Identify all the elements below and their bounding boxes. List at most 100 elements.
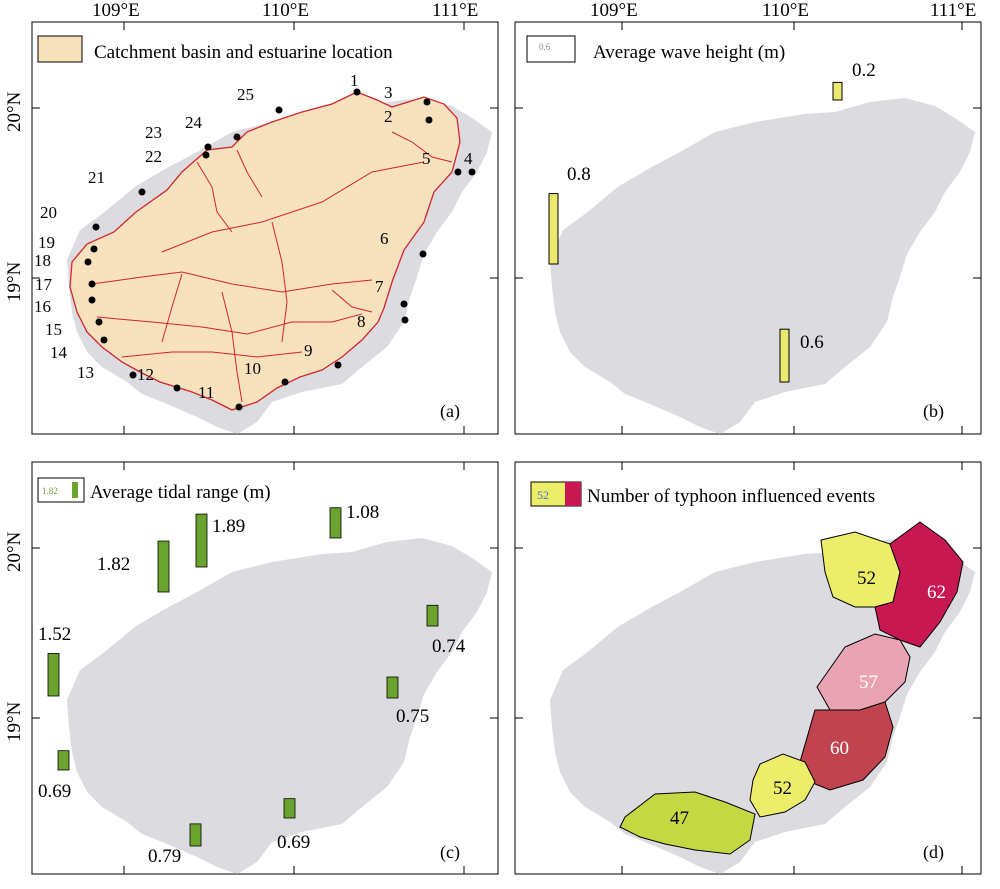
lon-tick-110-b: 110°E xyxy=(762,0,809,21)
legend-swatch-wave xyxy=(526,35,576,63)
tide-bar-north-west-2 xyxy=(195,513,208,568)
tide-bar-south-west xyxy=(57,750,70,771)
wave-value-north: 0.2 xyxy=(852,60,876,81)
legend-typhoon: Number of typhoon influenced events xyxy=(587,486,875,507)
station-label-1: 1 xyxy=(350,71,359,90)
station-dot-1 xyxy=(353,88,361,96)
station-dot-10 xyxy=(281,378,289,386)
legend-icon-text-wave: 0.6 xyxy=(539,42,551,52)
station-dot-9 xyxy=(334,361,342,369)
wave-bars: 0.2 0.8 0.6 xyxy=(548,60,876,383)
tide-bar-north-1 xyxy=(329,507,342,539)
legend-wave: Average wave height (m) xyxy=(593,42,785,63)
legend-swatch-catchment xyxy=(37,35,83,63)
region-south xyxy=(619,791,756,855)
wave-bar-south xyxy=(779,328,790,383)
station-label-15: 15 xyxy=(45,320,62,339)
station-label-19: 19 xyxy=(38,233,55,252)
station-dot-17 xyxy=(88,280,96,288)
station-markers: 1234567891011121314151617181920212223242… xyxy=(34,71,476,411)
station-label-20: 20 xyxy=(40,203,57,222)
panel-d: 52 Number of typhoon influenced events (… xyxy=(514,461,982,875)
catchment-borders xyxy=(91,131,453,403)
station-dot-18 xyxy=(84,258,92,266)
typhoon-count-east-north: 57 xyxy=(859,672,878,693)
station-dot-12 xyxy=(173,384,181,392)
station-dot-4 xyxy=(468,168,476,176)
lat-tick-20-a: 20°N xyxy=(4,91,25,132)
station-label-5: 5 xyxy=(422,149,431,168)
typhoon-count-south: 47 xyxy=(670,808,689,829)
legend-bar-tide xyxy=(72,482,78,498)
tide-value-south-west: 0.69 xyxy=(38,781,71,802)
tide-value-north-1: 1.08 xyxy=(346,502,379,523)
station-dot-3 xyxy=(423,98,431,106)
tide-value-north-west-2: 1.89 xyxy=(212,516,245,537)
tide-bar-west xyxy=(47,653,60,697)
station-label-11: 11 xyxy=(198,383,214,402)
station-dot-15 xyxy=(95,318,103,326)
station-dot-8 xyxy=(401,316,409,324)
typhoon-labels: 52 62 57 60 52 47 xyxy=(670,568,946,829)
wave-value-south: 0.6 xyxy=(800,332,824,353)
legend-catchment: Catchment basin and estuarine location xyxy=(94,42,393,63)
wave-bar-north xyxy=(832,81,843,101)
station-label-23: 23 xyxy=(145,123,162,142)
station-dot-23 xyxy=(204,143,212,151)
lon-tick-111-a: 111°E xyxy=(432,0,478,21)
panel-a-tag: (a) xyxy=(440,401,460,422)
catchment-area xyxy=(69,91,461,411)
station-dot-20 xyxy=(92,223,100,231)
legend-icon-text-typhoon: 52 xyxy=(537,488,549,502)
axes: 109°E 110°E 111°E 109°E 110°E 111°E 20°N… xyxy=(4,0,981,874)
station-label-24: 24 xyxy=(185,113,203,132)
tide-value-north-west-1: 1.82 xyxy=(97,554,130,575)
station-dot-2 xyxy=(425,116,433,124)
region-north-east xyxy=(874,521,964,648)
legend-icon-text-tide: 1.82 xyxy=(42,486,58,496)
station-label-21: 21 xyxy=(88,168,105,187)
station-label-22: 22 xyxy=(145,147,162,166)
lat-tick-19-a: 19°N xyxy=(4,261,25,302)
lon-tick-109-a: 109°E xyxy=(92,0,140,21)
station-label-18: 18 xyxy=(34,251,51,270)
station-dot-24 xyxy=(233,133,241,141)
typhoon-count-north: 52 xyxy=(857,568,876,589)
station-dot-13 xyxy=(129,371,137,379)
panel-c-tag: (c) xyxy=(440,842,460,863)
tide-bar-south-east xyxy=(283,798,296,819)
station-label-25: 25 xyxy=(237,85,254,104)
lon-tick-111-b: 111°E xyxy=(930,0,976,21)
station-label-16: 16 xyxy=(34,297,51,316)
wave-value-west: 0.8 xyxy=(567,164,591,185)
legend-tide: Average tidal range (m) xyxy=(90,482,271,503)
tide-bar-east-north xyxy=(426,604,439,627)
station-label-10: 10 xyxy=(244,359,261,378)
tide-bar-east xyxy=(386,676,399,699)
tick-marks xyxy=(32,22,981,874)
station-label-4: 4 xyxy=(464,149,473,168)
legend-swatch-typhoon-2 xyxy=(565,482,581,506)
station-label-7: 7 xyxy=(375,277,384,296)
station-label-2: 2 xyxy=(384,107,393,126)
station-dot-14 xyxy=(100,336,108,344)
tide-value-east: 0.75 xyxy=(396,706,429,727)
panel-a: Catchment basin and estuarine location (… xyxy=(31,21,499,435)
station-label-9: 9 xyxy=(304,341,313,360)
wave-bar-west xyxy=(548,193,559,265)
station-dot-25 xyxy=(275,106,283,114)
typhoon-count-north-east: 62 xyxy=(927,582,946,603)
station-label-8: 8 xyxy=(357,312,366,331)
station-dot-16 xyxy=(88,296,96,304)
tide-value-south: 0.79 xyxy=(148,846,181,867)
lat-tick-20-c: 20°N xyxy=(4,531,25,572)
station-label-13: 13 xyxy=(77,363,94,382)
station-dot-6 xyxy=(419,250,427,258)
tide-value-east-north: 0.74 xyxy=(432,636,466,657)
station-label-17: 17 xyxy=(35,275,53,294)
region-south-east xyxy=(749,753,816,818)
lon-tick-109-b: 109°E xyxy=(590,0,638,21)
station-dot-19 xyxy=(90,245,98,253)
typhoon-count-south-east: 52 xyxy=(773,778,792,799)
